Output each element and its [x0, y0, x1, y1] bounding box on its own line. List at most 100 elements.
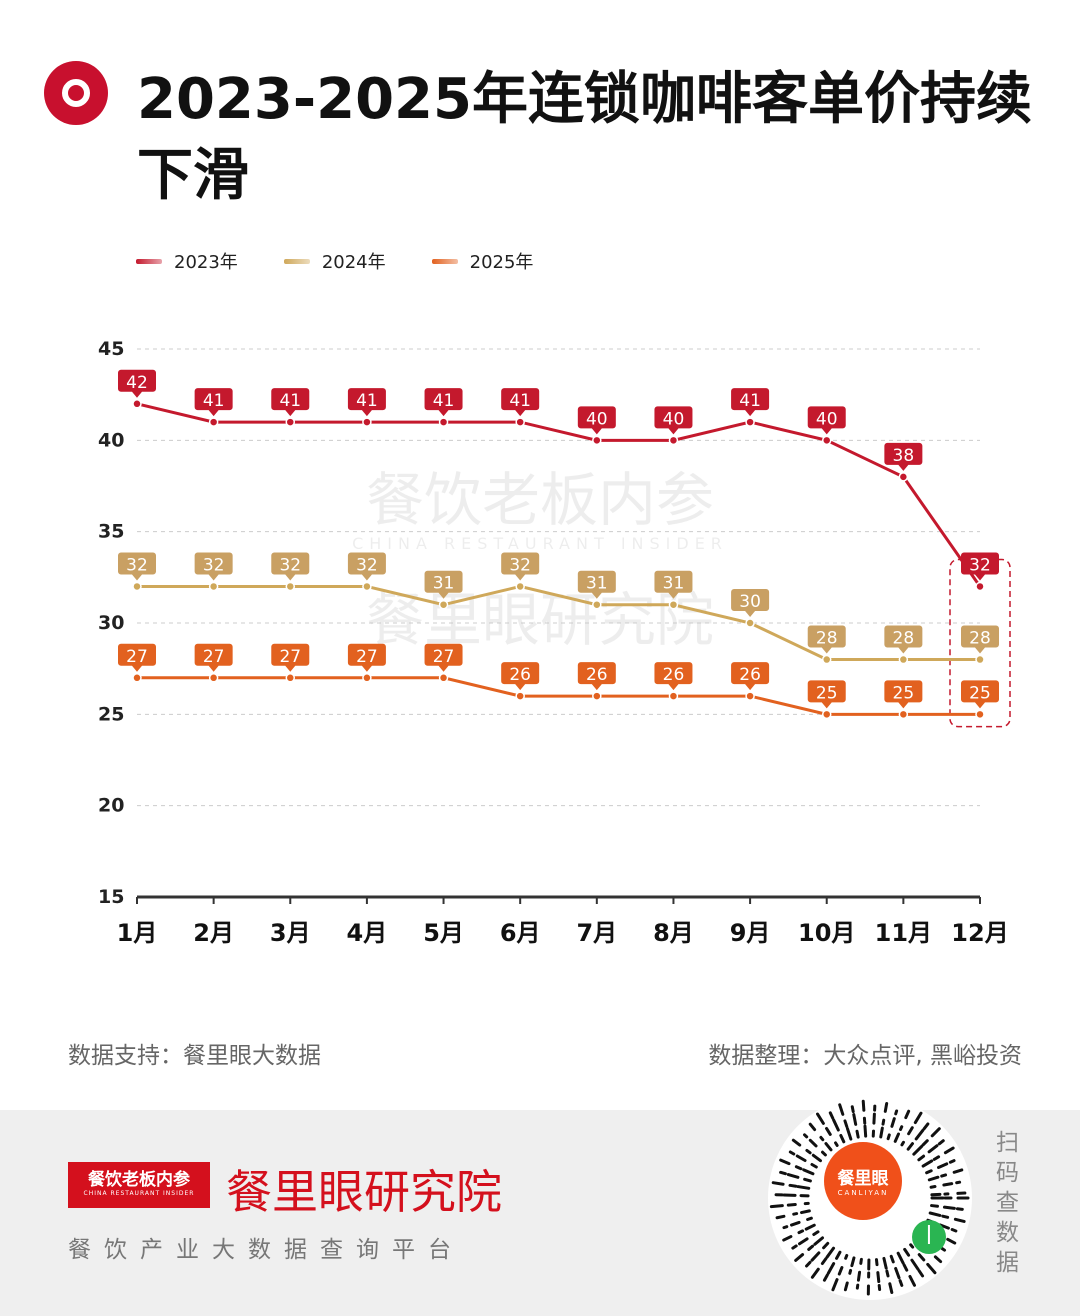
data-label-bg: [118, 552, 156, 581]
data-point: [821, 654, 832, 665]
data-label: 28: [816, 629, 838, 649]
qr-mark: [927, 1144, 939, 1154]
qr-mark: [792, 1212, 799, 1216]
data-label-bg: [271, 388, 310, 417]
qr-mark: [927, 1175, 940, 1182]
qr-mark: [888, 1282, 894, 1295]
data-label-bg: [807, 406, 846, 435]
data-label: 26: [739, 665, 761, 685]
qr-mark: [782, 1225, 789, 1230]
qr-mark: [822, 1273, 829, 1282]
data-label: 40: [816, 409, 838, 429]
data-label: 32: [969, 555, 991, 575]
qr-mark: [816, 1112, 825, 1125]
data-label-bg: [501, 552, 540, 581]
qr-brand-en: CANLIYAN: [837, 1189, 889, 1197]
qr-mark: [948, 1159, 956, 1164]
data-label: 41: [739, 391, 761, 411]
qr-mark: [855, 1129, 860, 1139]
qr-mark: [900, 1140, 905, 1147]
data-label: 26: [509, 665, 531, 685]
data-label-bg: [577, 662, 616, 691]
qr-mark: [771, 1181, 785, 1186]
series-line: [136, 402, 982, 588]
qr-mark: [794, 1253, 805, 1262]
qr-mark: [779, 1158, 791, 1166]
qr-brand-text: 餐里眼: [837, 1169, 889, 1189]
data-label: 41: [509, 391, 531, 411]
data-label-bg: [731, 388, 770, 417]
data-label: 32: [279, 555, 301, 575]
series-2023年: 42 41 41 41 41 41 40 40 41 40 38 32: [118, 369, 999, 592]
data-label: 25: [893, 683, 915, 703]
brand-name: 餐里眼研究院: [226, 1165, 502, 1219]
legend-item: 2023年: [136, 248, 238, 274]
qr-mark: [810, 1251, 821, 1262]
x-tick-label: 10月: [798, 919, 855, 947]
brand-subtitle: 餐饮产业大数据查询平台: [68, 1237, 464, 1263]
data-label-bg: [654, 662, 693, 691]
qr-mark: [808, 1122, 817, 1132]
data-point: [132, 399, 142, 409]
data-point: [208, 581, 219, 592]
data-label: 27: [126, 647, 148, 667]
qr-mark: [942, 1182, 954, 1187]
data-label-bg: [654, 406, 693, 435]
qr-mark: [910, 1258, 920, 1271]
qr-mark: [955, 1207, 964, 1211]
x-tick-label: 2月: [193, 919, 234, 947]
y-tick-label: 40: [98, 429, 124, 451]
data-label: 41: [279, 391, 301, 411]
data-point: [285, 673, 296, 683]
data-point: [745, 691, 755, 701]
legend-swatch: [431, 258, 458, 264]
qr-mark: [898, 1279, 904, 1287]
qr-mark: [889, 1254, 895, 1264]
x-tick-label: 6月: [500, 919, 541, 947]
qr-mark: [834, 1141, 839, 1147]
data-point: [975, 581, 985, 592]
qr-mark: [917, 1253, 926, 1262]
qr-mark: [796, 1185, 811, 1190]
qr-mark: [863, 1124, 868, 1138]
data-point: [975, 654, 985, 665]
qr-mark: [914, 1128, 925, 1141]
qr-mark: [839, 1133, 846, 1144]
data-label-bg: [961, 625, 999, 654]
qr-mark: [850, 1105, 855, 1114]
qr-mark: [838, 1103, 845, 1116]
y-tick-label: 30: [98, 612, 124, 634]
qr-mark: [852, 1113, 858, 1126]
qr-mark: [953, 1217, 966, 1223]
watermark: 餐饮老板内参: [366, 466, 714, 534]
qr-code[interactable]: 餐里眼 CANLIYAN ꟾ: [768, 1096, 972, 1300]
qr-mark: [903, 1247, 911, 1257]
qr-mark: [926, 1262, 937, 1275]
data-label-bg: [118, 643, 156, 672]
data-label-bg: [731, 589, 770, 617]
qr-mark: [832, 1118, 840, 1132]
data-label: 41: [356, 391, 378, 411]
data-label: 40: [663, 409, 685, 429]
qr-mark: [894, 1266, 901, 1280]
data-label: 27: [433, 647, 455, 667]
x-tick-label: 9月: [730, 919, 771, 947]
qr-mark: [886, 1133, 891, 1141]
data-point: [362, 673, 372, 683]
qr-mark: [876, 1271, 881, 1284]
data-label: 27: [279, 647, 301, 667]
qr-mark: [791, 1138, 802, 1147]
qr-mark: [922, 1122, 930, 1131]
qr-mark: [812, 1230, 820, 1236]
data-label: 38: [893, 446, 915, 466]
qr-mark: [942, 1205, 956, 1210]
qr-mark: [907, 1126, 914, 1136]
qr-mark: [779, 1170, 787, 1176]
data-label: 31: [433, 574, 455, 594]
legend-label: 2024年: [321, 252, 386, 273]
qr-mark: [850, 1256, 856, 1268]
qr-mark: [786, 1173, 800, 1179]
y-tick-label: 15: [98, 886, 124, 908]
qr-mark: [861, 1099, 866, 1112]
data-point: [438, 673, 449, 683]
